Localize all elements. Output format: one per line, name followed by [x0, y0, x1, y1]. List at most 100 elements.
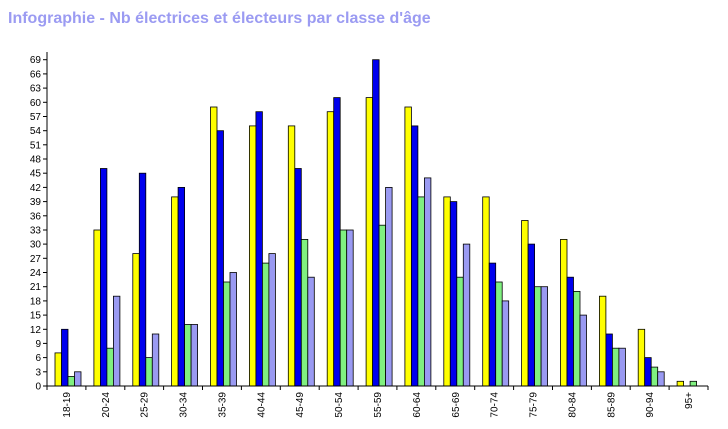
- bar-55-59-s1: [365, 97, 374, 387]
- bar-50-54-s3: [339, 229, 348, 387]
- x-tick-label: 18-19: [62, 392, 73, 418]
- bar-20-24-s1: [93, 229, 101, 387]
- bar-75-79-s4: [540, 286, 548, 387]
- y-tick-label: 48: [30, 155, 42, 166]
- y-tick-label: 30: [30, 240, 42, 251]
- y-tick-label: 9: [35, 339, 41, 350]
- y-tick-label: 24: [30, 268, 42, 279]
- bar-35-39-s2: [216, 130, 224, 387]
- bar-75-79-s3: [534, 286, 542, 387]
- bar-60-64-s2: [410, 125, 419, 387]
- bar-60-64-s3: [417, 196, 425, 387]
- bar-20-24-s4: [113, 295, 121, 387]
- bar-40-44-s2: [255, 111, 263, 387]
- x-tick-label: 50-54: [334, 392, 345, 418]
- bar-35-39-s1: [210, 106, 218, 387]
- bar-18-19-s1: [54, 352, 62, 387]
- bar-85-89-s4: [618, 347, 626, 387]
- x-tick-label: 70-74: [490, 392, 501, 418]
- x-tick-label: 35-39: [218, 392, 229, 418]
- bar-30-34-s2: [177, 186, 186, 387]
- bar-80-84-s4: [579, 314, 587, 387]
- bar-50-54-s4: [346, 229, 354, 387]
- bar-80-84-s3: [573, 290, 581, 387]
- bar-18-19-s4: [74, 371, 82, 387]
- bar-30-34-s1: [171, 196, 179, 387]
- y-tick-label: 57: [30, 112, 42, 123]
- bar-35-39-s3: [223, 281, 231, 387]
- x-tick-label: 95+: [684, 392, 695, 409]
- y-tick-label: 6: [35, 353, 41, 364]
- bar-50-54-s1: [326, 111, 335, 387]
- bar-55-59-s3: [378, 224, 387, 387]
- bar-90-94-s2: [644, 357, 652, 387]
- bar-85-89-s1: [599, 295, 607, 387]
- bar-95+-s3: [689, 380, 697, 387]
- bar-55-59-s4: [385, 186, 393, 387]
- bar-85-89-s3: [612, 347, 620, 387]
- chart-title: Infographie - Nb électrices et électeurs…: [8, 10, 431, 27]
- x-tick-label: 85-89: [606, 392, 617, 418]
- bar-30-34-s4: [190, 324, 199, 387]
- x-tick-label: 20-24: [101, 392, 112, 418]
- bar-25-29-s1: [132, 253, 140, 387]
- bar-30-34-s3: [184, 324, 192, 387]
- bar-95+-s1: [676, 380, 684, 387]
- bar-90-94-s3: [650, 366, 659, 387]
- y-tick-label: 54: [30, 126, 42, 137]
- bar-60-64-s1: [404, 106, 412, 387]
- x-tick-label: 90-94: [645, 392, 656, 418]
- bar-45-49-s2: [294, 168, 302, 387]
- y-tick-label: 27: [30, 254, 42, 265]
- y-tick-label: 63: [30, 84, 42, 95]
- bar-18-19-s3: [67, 376, 75, 387]
- bar-40-44-s1: [248, 125, 257, 387]
- x-tick-label: 25-29: [140, 392, 151, 418]
- bar-45-49-s4: [307, 276, 315, 387]
- bar-70-74-s2: [488, 262, 497, 387]
- y-tick-label: 45: [30, 169, 42, 180]
- bar-60-64-s4: [423, 177, 432, 387]
- bar-70-74-s1: [482, 196, 490, 387]
- x-tick-label: 55-59: [373, 392, 384, 418]
- bar-65-69-s2: [449, 201, 458, 387]
- y-tick-label: 3: [35, 367, 41, 378]
- y-tick-label: 36: [30, 211, 42, 222]
- y-tick-label: 39: [30, 197, 42, 208]
- bar-20-24-s2: [100, 168, 108, 387]
- bar-85-89-s2: [605, 333, 613, 387]
- bar-25-29-s4: [151, 333, 160, 387]
- y-tick-label: 60: [30, 98, 42, 109]
- bar-65-69-s4: [462, 243, 471, 387]
- bar-45-49-s1: [287, 125, 296, 387]
- x-tick-label: 60-64: [412, 392, 423, 418]
- x-tick-label: 75-79: [529, 392, 540, 418]
- bar-18-19-s2: [61, 328, 69, 387]
- bar-25-29-s2: [138, 172, 147, 387]
- bar-70-74-s3: [495, 281, 503, 387]
- bar-90-94-s4: [657, 371, 665, 387]
- bar-75-79-s2: [527, 243, 535, 387]
- y-tick-label: 15: [30, 311, 42, 322]
- bar-20-24-s3: [106, 347, 114, 387]
- bar-55-59-s2: [372, 59, 380, 387]
- x-tick-label: 30-34: [179, 392, 190, 418]
- x-tick-label: 65-69: [451, 392, 462, 418]
- bar-80-84-s2: [566, 276, 574, 387]
- x-tick-label: 80-84: [567, 392, 578, 418]
- axes-layer: 0369121518212427303336394245485154576063…: [30, 52, 709, 418]
- bar-80-84-s1: [560, 238, 568, 387]
- y-tick-label: 12: [30, 325, 42, 336]
- bar-40-44-s4: [268, 253, 276, 387]
- x-tick-label: 40-44: [256, 392, 267, 418]
- bar-50-54-s2: [333, 97, 341, 387]
- y-tick-label: 0: [35, 382, 41, 393]
- y-tick-label: 42: [30, 183, 42, 194]
- bar-45-49-s3: [300, 238, 309, 387]
- bars-layer: [54, 59, 697, 387]
- bar-25-29-s3: [145, 357, 153, 387]
- bar-70-74-s4: [501, 300, 510, 387]
- bar-65-69-s3: [456, 276, 464, 387]
- y-tick-label: 51: [30, 140, 42, 151]
